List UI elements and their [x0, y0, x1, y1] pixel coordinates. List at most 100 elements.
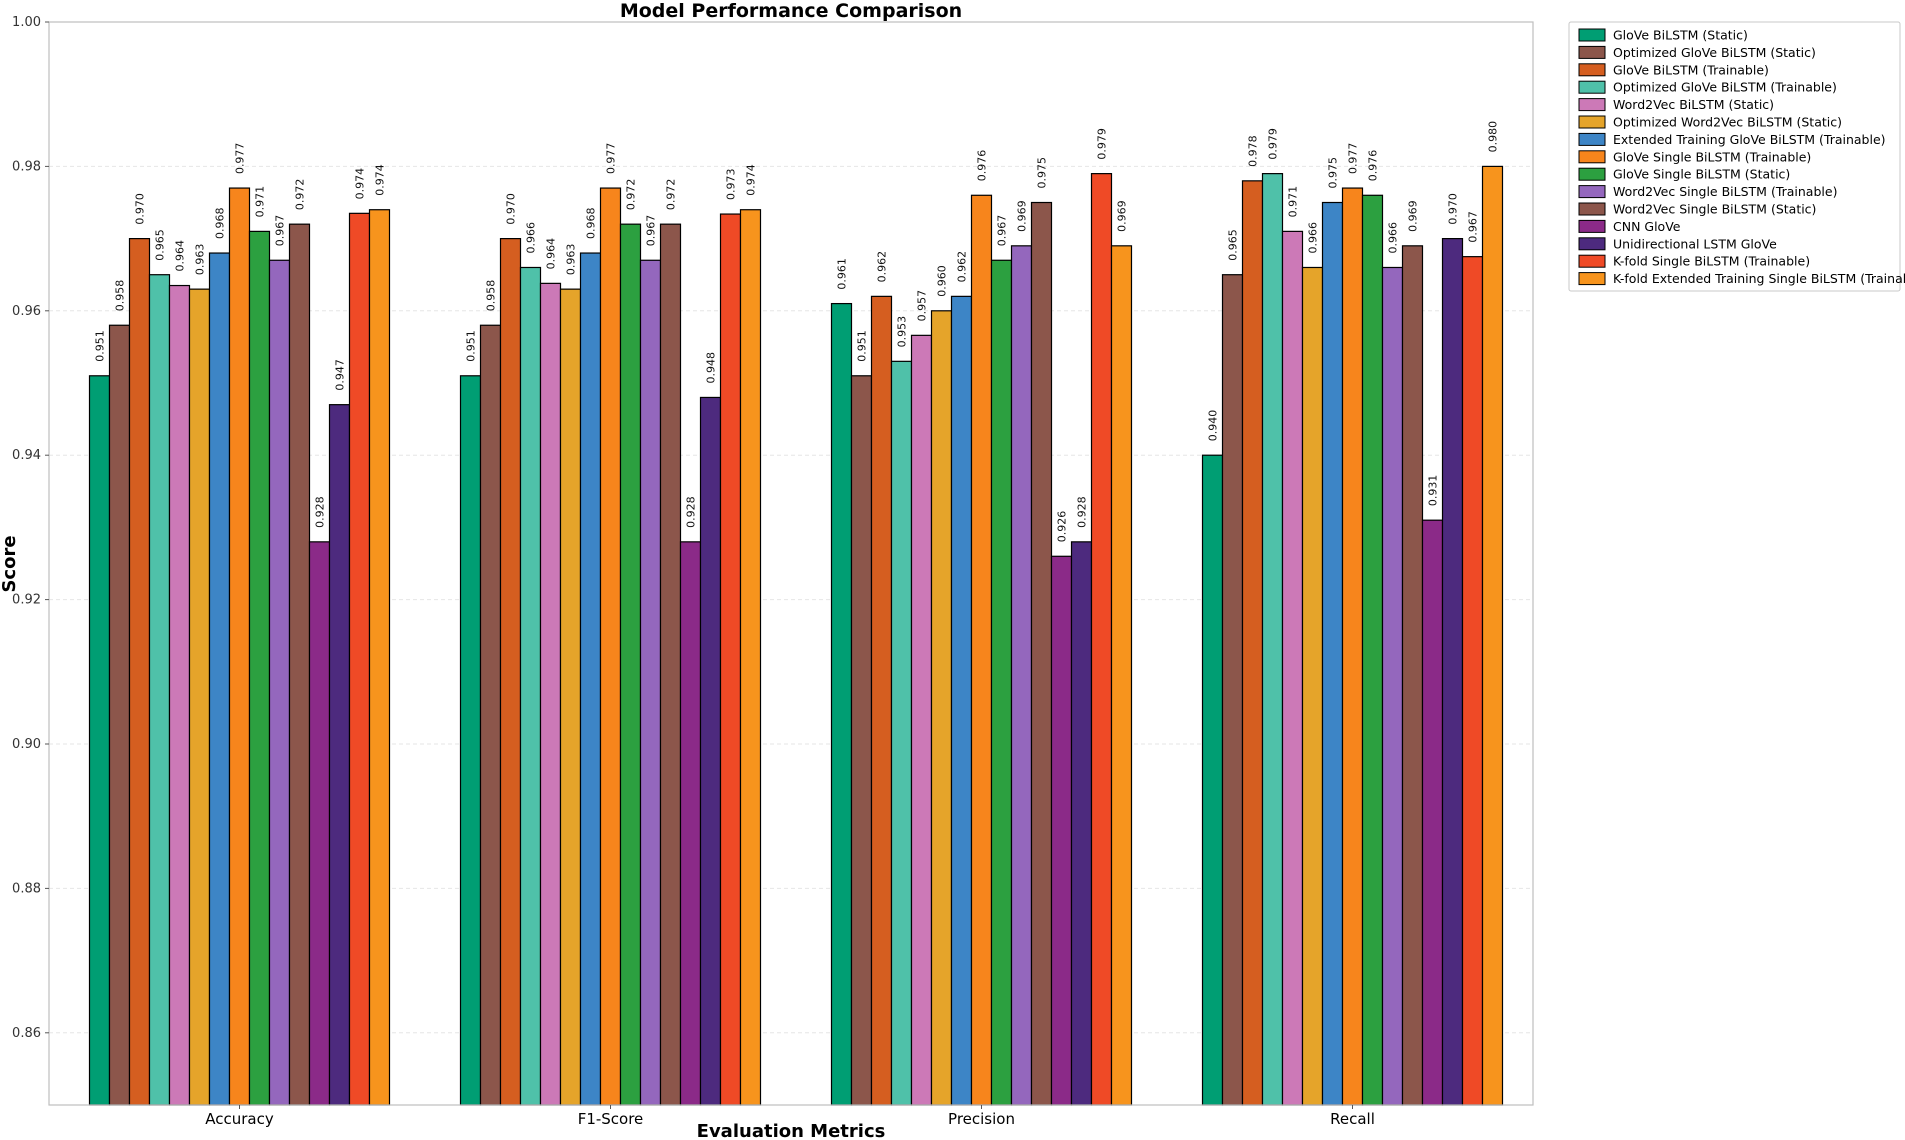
bar-value-label: 0.970: [134, 193, 147, 225]
bar-value-label: 0.966: [1387, 222, 1400, 254]
bar-value-label: 0.926: [1056, 511, 1069, 543]
legend-label: GloVe Single BiLSTM (Trainable): [1613, 149, 1811, 164]
legend-label: Optimized Word2Vec BiLSTM (Static): [1613, 115, 1842, 130]
value-labels: 0.951 0.958 0.970 0.965 0.964 0.963 0.968 0.977…: [94, 121, 1500, 542]
legend-label: CNN GloVe: [1613, 219, 1681, 234]
bar-value-label: 0.953: [896, 316, 909, 348]
bar: [1381, 266, 1404, 1106]
bar: [1010, 245, 1033, 1106]
x-tick-label: Recall: [1330, 1110, 1375, 1128]
bar-value-label: 0.973: [725, 169, 738, 201]
bar: [168, 284, 191, 1106]
legend-label: Word2Vec Single BiLSTM (Trainable): [1613, 184, 1837, 199]
bar: [1401, 245, 1424, 1106]
bar: [1070, 541, 1093, 1106]
bar-value-label: 0.969: [1407, 200, 1420, 232]
bar-value-label: 0.958: [485, 280, 498, 312]
bar: [1461, 256, 1484, 1106]
bar: [870, 295, 893, 1106]
bar-value-label: 0.951: [94, 330, 107, 362]
bar: [659, 223, 682, 1106]
y-tick-label: 1.00: [12, 15, 41, 30]
legend-swatch: [1578, 272, 1606, 286]
legend-swatch: [1578, 185, 1606, 199]
bar-value-label: 0.928: [685, 496, 698, 528]
bar-value-label: 0.958: [114, 280, 127, 312]
bar: [679, 541, 702, 1106]
bar-value-label: 0.975: [1036, 157, 1049, 189]
bar: [890, 360, 913, 1106]
bar-value-label: 0.963: [194, 244, 207, 276]
bar: [128, 238, 151, 1106]
bars-layer: [88, 165, 1504, 1106]
bar: [950, 295, 973, 1106]
legend-label: GloVe Single BiLSTM (Static): [1613, 167, 1790, 182]
bar-value-label: 0.977: [605, 143, 618, 175]
bar-value-label: 0.966: [1307, 222, 1320, 254]
x-tick-label: Accuracy: [205, 1110, 274, 1128]
bar-value-label: 0.931: [1427, 475, 1440, 507]
bar-value-label: 0.970: [505, 193, 518, 225]
legend-label: Optimized GloVe BiLSTM (Trainable): [1613, 80, 1837, 95]
bar: [108, 324, 131, 1106]
bar-value-label: 0.965: [154, 229, 167, 261]
bar-value-label: 0.967: [996, 215, 1009, 247]
bar: [1281, 230, 1304, 1106]
bar: [1221, 274, 1244, 1106]
legend-label: Optimized GloVe BiLSTM (Static): [1613, 45, 1816, 60]
bar: [910, 334, 933, 1106]
legend-swatch: [1578, 80, 1606, 94]
bar-value-label: 0.957: [916, 290, 929, 322]
legend-swatch: [1578, 237, 1606, 251]
bar-value-label: 0.965: [1227, 229, 1240, 261]
bar: [459, 375, 482, 1106]
bar-value-label: 0.972: [665, 179, 678, 211]
y-ticks: 0.86 0.88 0.90 0.92 0.94 0.96 0.98 1.00: [12, 15, 49, 1041]
bar: [539, 282, 562, 1106]
x-ticks: Accuracy F1-Score Precision Recall: [205, 1105, 1375, 1128]
bar-value-label: 0.964: [174, 240, 187, 272]
x-axis-label: Evaluation Metrics: [697, 1121, 886, 1140]
bar-value-label: 0.961: [836, 258, 849, 290]
bar: [739, 209, 762, 1106]
bar: [1030, 201, 1053, 1106]
bar-value-label: 0.947: [334, 359, 347, 391]
y-tick-label: 0.86: [12, 1026, 41, 1041]
legend-swatch: [1578, 63, 1606, 77]
y-tick-label: 0.98: [12, 159, 41, 174]
y-tick-label: 0.92: [12, 593, 41, 608]
legend-swatch: [1578, 45, 1606, 59]
bar: [699, 396, 722, 1106]
bar-value-label: 0.966: [525, 222, 538, 254]
y-tick-label: 0.90: [12, 737, 41, 752]
bar: [1201, 454, 1224, 1106]
legend-swatch: [1578, 254, 1606, 268]
bar: [639, 259, 662, 1106]
legend-swatch: [1578, 132, 1606, 146]
legend-label: GloVe BiLSTM (Static): [1613, 28, 1748, 43]
bar-value-label: 0.962: [876, 251, 889, 283]
bar: [1341, 187, 1364, 1106]
bar: [1241, 180, 1264, 1106]
bar: [1361, 194, 1384, 1106]
bar-value-label: 0.979: [1096, 128, 1109, 160]
bar-value-label: 0.974: [745, 164, 758, 196]
bar: [1261, 173, 1284, 1106]
bar-value-label: 0.967: [1467, 211, 1480, 243]
chart-title: Model Performance Comparison: [620, 0, 962, 22]
bar: [1050, 555, 1073, 1106]
bar-value-label: 0.970: [1447, 193, 1460, 225]
bar-value-label: 0.969: [1016, 200, 1029, 232]
bar: [208, 252, 231, 1106]
bar-value-label: 0.969: [1116, 200, 1129, 232]
plot-frame: [48, 21, 1534, 1106]
bar-value-label: 0.968: [214, 208, 227, 240]
y-tick-label: 0.88: [12, 881, 41, 896]
y-axis-label: Score: [0, 535, 20, 592]
bar-value-label: 0.975: [1327, 157, 1340, 189]
legend-swatch: [1578, 28, 1606, 42]
legend-label: K-fold Single BiLSTM (Trainable): [1613, 254, 1810, 269]
bar-value-label: 0.972: [294, 179, 307, 211]
bar: [368, 209, 391, 1106]
